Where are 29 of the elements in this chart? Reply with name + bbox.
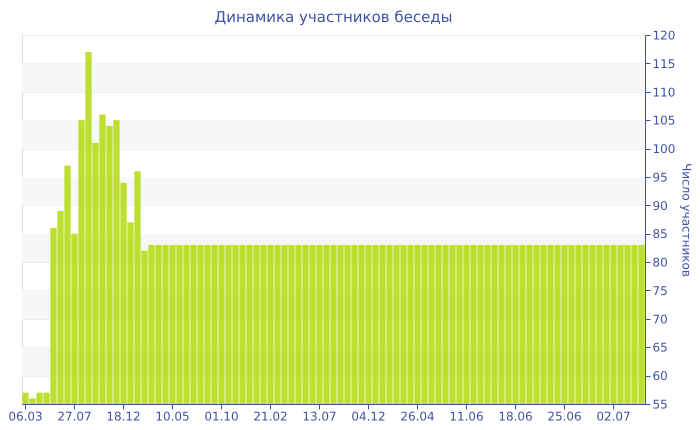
- y-tick-label: 75: [652, 284, 668, 298]
- y-tick-label: 90: [652, 198, 668, 213]
- x-tick-label: 27.07: [57, 410, 92, 424]
- y-tick-label: 80: [652, 256, 668, 270]
- y-tick-label: 70: [652, 312, 668, 326]
- x-tick-label: 18.12: [106, 410, 141, 424]
- x-tick-label: 04.12: [351, 410, 386, 424]
- x-tick-label: 10.05: [155, 410, 190, 424]
- y-tick-label: 85: [652, 227, 668, 242]
- x-tick-label: 06.03: [8, 410, 43, 424]
- y-tick-label: 95: [652, 170, 668, 184]
- x-tick-label: 21.02: [253, 410, 288, 424]
- y-axis-title: Число участников: [679, 163, 694, 277]
- y-tick-label: 115: [652, 56, 676, 71]
- y-tick-label: 100: [652, 142, 676, 156]
- x-tick-label: 11.06: [449, 410, 484, 424]
- y-tick-label: 65: [652, 340, 668, 355]
- x-tick-label: 25.06: [547, 410, 582, 424]
- x-tick-label: 13.07: [302, 410, 337, 424]
- y-tick-label: 60: [652, 369, 668, 384]
- y-tick-label: 55: [652, 398, 668, 412]
- x-tick-label: 01.10: [204, 410, 239, 424]
- y-tick-label: 120: [652, 28, 676, 42]
- chart-title: Динамика участников беседы: [214, 8, 453, 26]
- y-tick-label: 110: [652, 85, 676, 100]
- x-tick-label: 26.04: [400, 410, 435, 424]
- y-tick-label: 105: [652, 114, 676, 128]
- x-tick-label: 18.06: [498, 410, 533, 424]
- x-tick-label: 02.07: [596, 410, 631, 424]
